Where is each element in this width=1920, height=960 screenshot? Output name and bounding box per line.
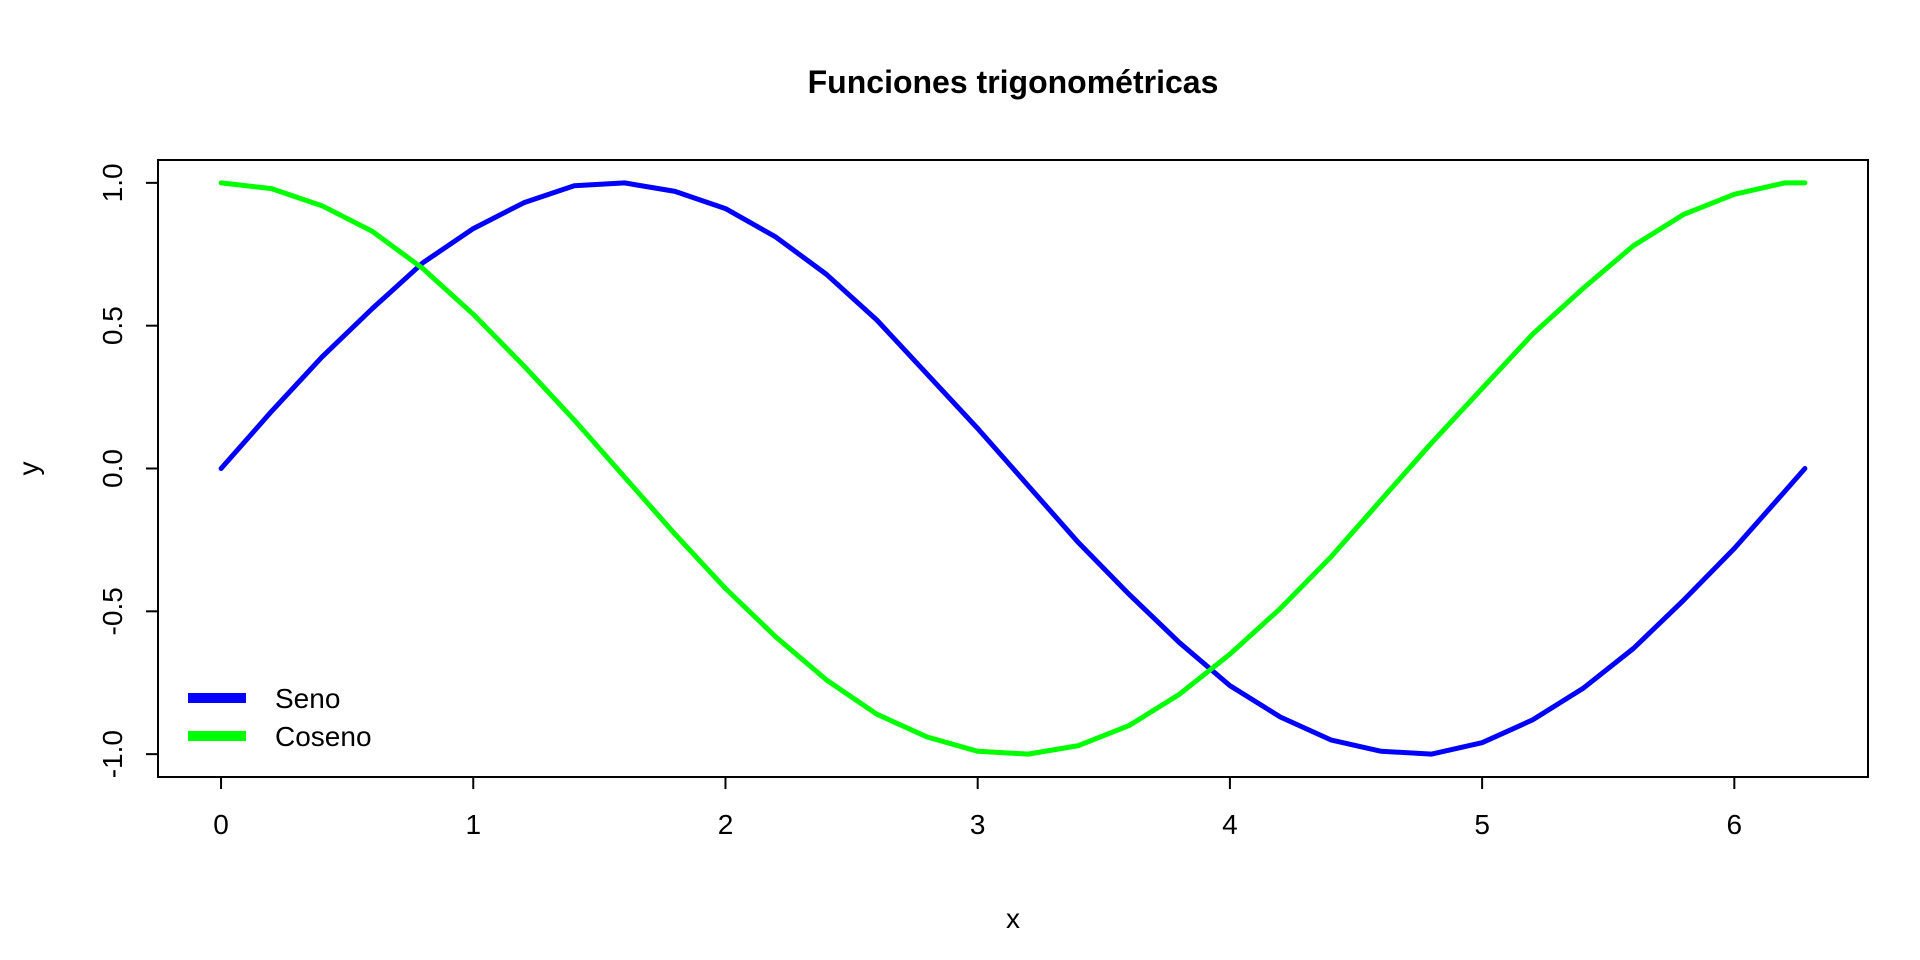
x-axis-label: x bbox=[1006, 903, 1020, 934]
y-tick-label: -1.0 bbox=[97, 730, 128, 778]
x-tick-label: 6 bbox=[1727, 809, 1743, 840]
chart-title: Funciones trigonométricas bbox=[808, 64, 1219, 100]
y-axis-label: y bbox=[13, 462, 44, 476]
y-tick-label: -0.5 bbox=[97, 587, 128, 635]
legend-item-coseno: Coseno bbox=[188, 721, 372, 752]
legend-label: Seno bbox=[275, 683, 340, 714]
x-tick-label: 4 bbox=[1222, 809, 1238, 840]
x-axis: 0 1 2 3 4 5 6 bbox=[213, 776, 1743, 840]
x-tick-label: 1 bbox=[465, 809, 481, 840]
series-line-coseno bbox=[218, 180, 1808, 757]
y-tick-label: 1.0 bbox=[97, 163, 128, 202]
legend-item-seno: Seno bbox=[188, 683, 340, 714]
series-line-seno bbox=[218, 180, 1808, 757]
x-tick-label: 3 bbox=[970, 809, 986, 840]
y-axis: -1.0 -0.5 0.0 0.5 1.0 bbox=[97, 163, 159, 778]
x-tick-label: 0 bbox=[213, 809, 229, 840]
legend-label: Coseno bbox=[275, 721, 372, 752]
y-tick-label: 0.5 bbox=[97, 306, 128, 345]
x-tick-label: 5 bbox=[1474, 809, 1490, 840]
y-tick-label: 0.0 bbox=[97, 449, 128, 488]
legend: Seno Coseno bbox=[188, 683, 372, 752]
series-layer bbox=[218, 180, 1808, 757]
x-tick-label: 2 bbox=[718, 809, 734, 840]
